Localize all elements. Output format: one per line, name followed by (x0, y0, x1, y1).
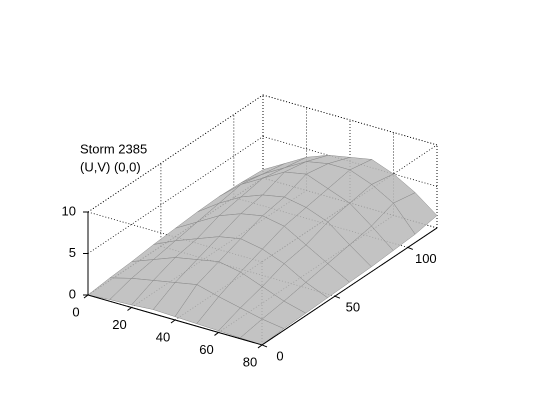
y-tick-label: 50 (346, 300, 360, 315)
x-tick (83, 294, 89, 299)
x-tick-label: 80 (243, 354, 257, 369)
z-tick-label: 10 (62, 203, 76, 218)
y-tick (261, 344, 268, 348)
x-tick-label: 0 (72, 304, 79, 319)
x-tick (127, 307, 132, 311)
grid-line (87, 136, 264, 254)
y-tick (334, 295, 341, 299)
x-tick (257, 344, 263, 349)
z-tick-label: 5 (69, 245, 76, 260)
x-tick-label: 60 (199, 342, 213, 357)
x-tick (214, 332, 219, 336)
x-tick (170, 319, 176, 324)
y-tick (407, 246, 414, 250)
y-tick-label: 0 (276, 348, 283, 363)
chart-title: Storm 2385 (80, 141, 147, 156)
grid-line (262, 94, 438, 146)
x-tick-label: 40 (156, 329, 170, 344)
x-tick-label: 20 (112, 317, 126, 332)
chart-subtitle: (U,V) (0,0) (80, 159, 141, 174)
z-tick-label: 0 (69, 286, 76, 301)
grid-line (87, 94, 264, 213)
y-tick-label: 100 (415, 251, 437, 266)
